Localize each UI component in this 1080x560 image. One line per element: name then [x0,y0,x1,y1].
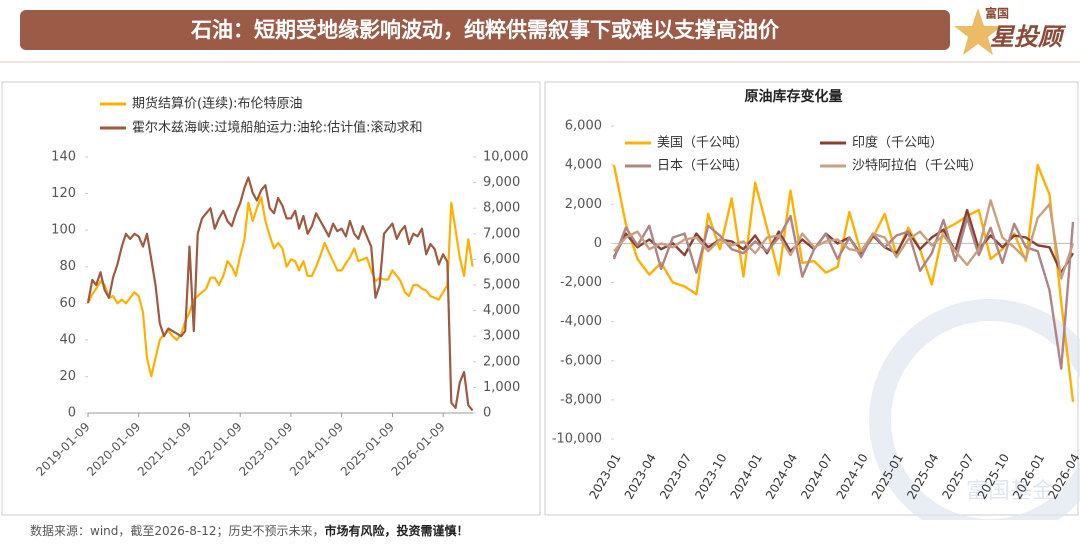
footer-warning: 市场有风险，投资需谨慎！ [324,524,469,538]
x-tick-label: 2023-10 [692,451,729,501]
x-tick-label: 2023-04 [622,451,659,501]
y-tick-label: 140 [51,150,76,165]
logo-star [954,8,1002,55]
series-line [86,176,474,412]
y-tick-label: 60 [59,296,76,311]
legend-label: 霍尔木兹海峡:过境船舶运力:油轮:估计值:滚动求和 [132,120,423,136]
legend-label: 沙特阿拉伯（千公吨） [852,159,982,174]
y2-tick-label: 4,000 [483,303,520,318]
y-tick-label: 0 [68,406,76,421]
x-tick-label: 2023-01 [586,451,623,501]
y-tick-label: -8,000 [560,392,602,407]
legend-label: 日本（千公吨） [657,159,748,174]
legend-label: 美国（千公吨） [657,136,748,151]
series-line [612,208,1075,274]
y-tick-label: -4,000 [560,314,602,329]
x-tick-label: 2024-07 [798,451,835,501]
header-title: 石油：短期受地缘影响波动，纯粹供需叙事下或难以支撑高油价 [190,18,780,42]
x-tick-label: 2026-01-09 [389,420,448,479]
y-tick-label: -6,000 [560,353,602,368]
x-tick-label: 2024-01-09 [287,420,346,479]
footer: 数据来源：wind，截至2026-8-12；历史不预示未来，市场有风险，投资需谨… [30,522,469,539]
legend-label: 印度（千公吨） [852,135,943,151]
page: 石油：短期受地缘影响波动，纯粹供需叙事下或难以支撑高油价 富国 星投顾 富国基金… [0,6,1080,520]
y2-tick-label: 1,000 [483,380,520,395]
y2-tick-label: 3,000 [483,329,520,344]
x-tick-label: 2020-01-09 [84,420,143,479]
x-tick-label: 2023-07 [657,451,694,501]
y2-tick-label: 9,000 [483,175,520,190]
y-tick-label: 120 [51,186,76,201]
y2-tick-label: 5,000 [483,278,520,293]
left-panel [1,81,541,516]
y-tick-label: -10,000 [552,432,602,447]
chart-title: 原油库存变化量 [745,88,843,105]
y-tick-label: 20 [59,369,76,384]
y2-tick-label: 2,000 [483,354,520,369]
series-line [87,196,474,378]
header-bar [20,10,950,50]
y-tick-label: 100 [51,223,76,238]
series-line [612,214,1075,370]
y-tick-label: 2,000 [565,197,602,212]
x-tick-label: 2024-04 [763,451,800,501]
x-tick-label: 2024-01 [728,451,765,501]
legend-label: 期货结算价(连续):布伦特原油 [132,96,303,112]
y2-tick-label: 0 [483,406,491,421]
y-tick-label: -2,000 [560,275,602,290]
series-line [612,163,1075,402]
footer-source: 数据来源：wind，截至2026-8-12；历史不预示未来， [30,524,325,538]
y-tick-label: 40 [59,332,76,347]
x-tick-label: 2024-10 [834,451,871,501]
y2-tick-label: 8,000 [483,201,520,216]
y2-tick-label: 7,000 [483,226,520,241]
y2-tick-label: 6,000 [483,252,520,267]
series-line [613,199,1075,280]
y-tick-label: 0 [594,236,602,251]
y-tick-label: 6,000 [565,119,602,134]
y-tick-label: 80 [59,259,76,274]
y2-tick-label: 10,000 [483,150,529,165]
y-tick-label: 4,000 [565,158,602,173]
logo-small: 富国 [985,6,1009,21]
right-panel [544,81,1079,516]
logo-big: 星投顾 [990,23,1067,51]
watermark-logo [869,299,1080,520]
watermark-text: 富国基金 [966,479,1054,504]
